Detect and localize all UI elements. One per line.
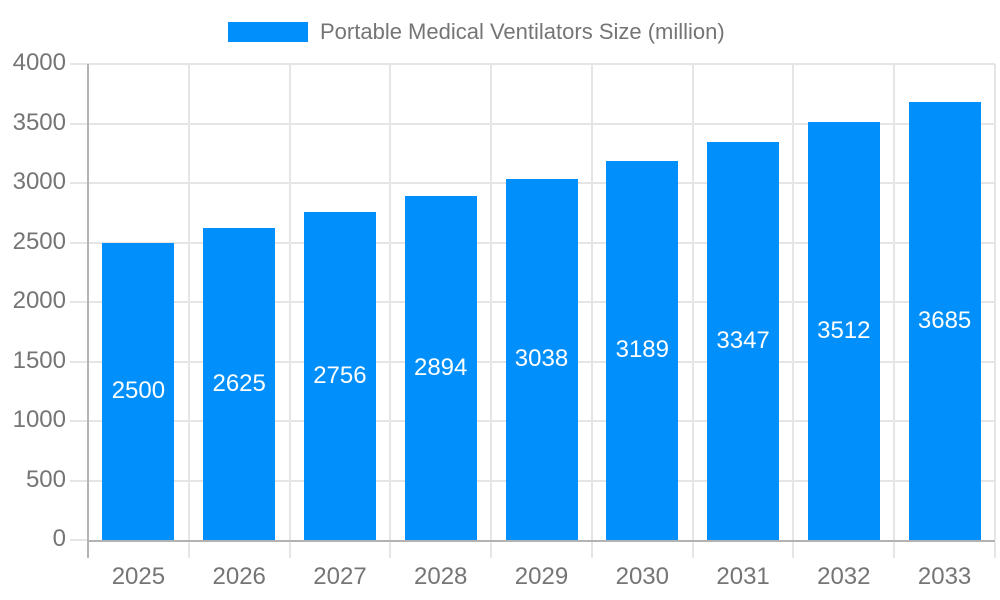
- x-axis-label: 2027: [313, 563, 367, 590]
- x-axis-line: [88, 540, 995, 542]
- legend-swatch-icon: [228, 22, 308, 42]
- x-axis-label: 2030: [615, 563, 669, 590]
- x-tick: [389, 542, 391, 558]
- y-tick: [70, 539, 88, 541]
- x-axis-label: 2028: [414, 563, 468, 590]
- x-gridline: [289, 64, 291, 540]
- x-tick: [188, 542, 190, 558]
- x-gridline: [692, 64, 694, 540]
- bar[interactable]: [303, 212, 376, 540]
- y-axis-label: 3000: [12, 168, 66, 195]
- x-tick: [792, 542, 794, 558]
- bar[interactable]: [707, 141, 780, 540]
- x-gridline: [893, 64, 895, 540]
- y-axis-label: 2000: [12, 287, 66, 314]
- x-axis-label: 2029: [514, 563, 569, 590]
- bar[interactable]: [908, 101, 981, 540]
- x-tick: [994, 542, 996, 558]
- x-gridline: [591, 64, 593, 540]
- bar[interactable]: [807, 122, 880, 540]
- legend-label: Portable Medical Ventilators Size (milli…: [320, 19, 725, 44]
- y-gridline: [70, 123, 995, 125]
- y-axis-label: 500: [25, 466, 66, 493]
- bar[interactable]: [203, 227, 276, 540]
- x-axis-label: 2032: [817, 563, 871, 590]
- bar[interactable]: [404, 195, 477, 540]
- y-axis-label: 0: [52, 525, 66, 552]
- x-gridline: [792, 64, 794, 540]
- x-axis-label: 2025: [111, 563, 166, 590]
- x-axis-label: 2031: [716, 563, 770, 590]
- y-axis-label: 4000: [12, 49, 66, 76]
- x-gridline: [490, 64, 492, 540]
- bar[interactable]: [102, 242, 175, 540]
- y-axis-label: 2500: [12, 228, 66, 255]
- x-axis-label: 2026: [212, 563, 266, 590]
- x-gridline: [389, 64, 391, 540]
- x-axis-label: 2033: [917, 563, 972, 590]
- bar[interactable]: [606, 160, 679, 540]
- y-axis-label: 1000: [12, 406, 66, 433]
- legend-item[interactable]: Portable Medical Ventilators Size (milli…: [228, 19, 725, 44]
- x-gridline: [994, 64, 996, 540]
- y-axis-label: 3500: [12, 109, 66, 136]
- x-tick: [591, 542, 593, 558]
- x-gridline: [188, 64, 190, 540]
- y-axis-line: [87, 64, 89, 558]
- y-axis-label: 1500: [12, 347, 66, 374]
- x-tick: [692, 542, 694, 558]
- y-gridline: [70, 63, 995, 65]
- x-tick: [893, 542, 895, 558]
- bar[interactable]: [505, 178, 578, 540]
- x-tick: [490, 542, 492, 558]
- x-tick: [289, 542, 291, 558]
